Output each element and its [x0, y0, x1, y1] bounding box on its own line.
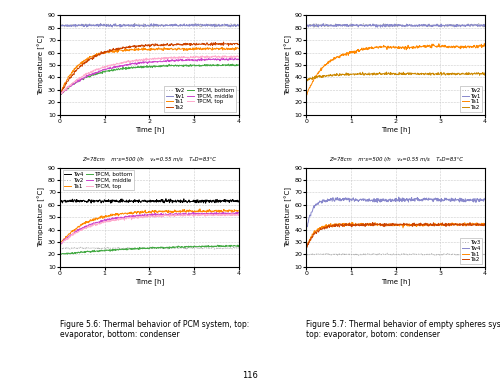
- Legend: Tw4, Tw2, Ta1, TPCM, bottom, TPCM, middle, TPCM, top: Tw4, Tw2, Ta1, TPCM, bottom, TPCM, middl…: [63, 170, 134, 190]
- X-axis label: Time [h]: Time [h]: [381, 127, 410, 134]
- Y-axis label: Temperature [°C]: Temperature [°C]: [284, 187, 292, 247]
- X-axis label: Time [h]: Time [h]: [381, 279, 410, 286]
- Legend: Tw2, Tw1, Ta1, Ta2: Tw2, Tw1, Ta1, Ta2: [460, 86, 482, 112]
- Text: Figure 5.6: Thermal behavior of PCM system, top:
evaporator, bottom: condenser: Figure 5.6: Thermal behavior of PCM syst…: [60, 320, 249, 339]
- Legend: Tw2, Tw1, Ta1, Ta2, TPCM, bottom, TPCM, middle, TPCM, top: Tw2, Tw1, Ta1, Ta2, TPCM, bottom, TPCM, …: [164, 86, 236, 112]
- Y-axis label: Temperature [°C]: Temperature [°C]: [38, 187, 45, 247]
- Text: Z=78cm    mᵌs=500 l/h    vₐ=0.55 m/s    TₐD=83°C: Z=78cm mᵌs=500 l/h vₐ=0.55 m/s TₐD=83°C: [329, 156, 462, 161]
- X-axis label: Time [h]: Time [h]: [134, 279, 164, 286]
- Text: Figure 5.7: Thermal behavior of empty spheres system,
top: evaporator, botom: co: Figure 5.7: Thermal behavior of empty sp…: [306, 320, 500, 339]
- Text: Z=78cm    mᵌs=500 l/h    vₐ=0.55 m/s    TₐD=83°C: Z=78cm mᵌs=500 l/h vₐ=0.55 m/s TₐD=83°C: [82, 156, 216, 161]
- Legend: Tw3, Tw4, Ta1, Ta2: Tw3, Tw4, Ta1, Ta2: [460, 238, 482, 264]
- X-axis label: Time [h]: Time [h]: [134, 127, 164, 134]
- Text: 116: 116: [242, 371, 258, 380]
- Y-axis label: Temperature [°C]: Temperature [°C]: [38, 35, 45, 95]
- Y-axis label: Temperature [°C]: Temperature [°C]: [284, 35, 292, 95]
